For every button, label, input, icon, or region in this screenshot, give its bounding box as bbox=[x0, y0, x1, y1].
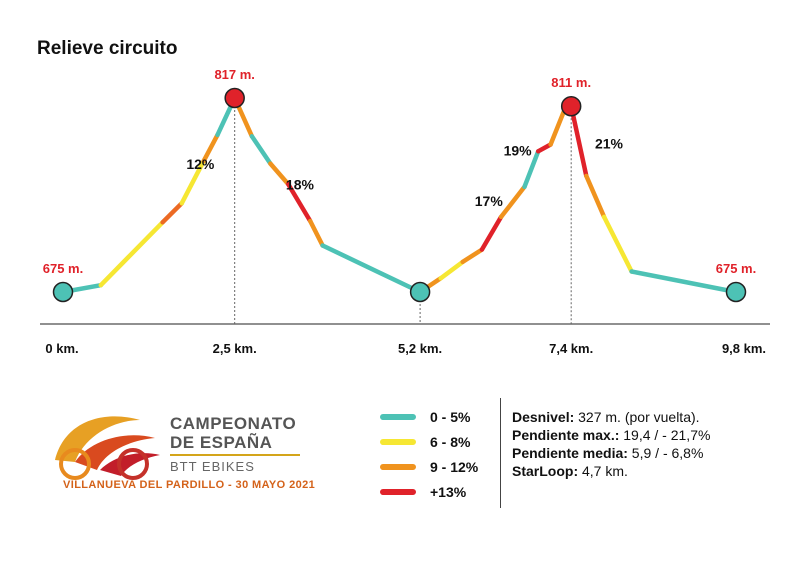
elevation-label: 811 m. bbox=[551, 75, 591, 90]
legend-label: 0 - 5% bbox=[430, 408, 471, 425]
profile-segment bbox=[98, 220, 165, 288]
profile-segment bbox=[268, 161, 291, 187]
logo-text-location-date: VILLANUEVA DEL PARDILLO - 30 MAYO 2021 bbox=[63, 479, 316, 491]
profile-segment bbox=[601, 214, 634, 274]
slope-annotation: 18% bbox=[286, 177, 315, 193]
x-tick-label: 2,5 km. bbox=[213, 341, 257, 356]
legend-label: 6 - 8% bbox=[430, 433, 471, 450]
profile-segment bbox=[535, 142, 553, 154]
legend-item-orange: 9 - 12% bbox=[380, 454, 478, 479]
profile-segment bbox=[498, 184, 527, 220]
logo-text-btt-ebikes: BTT EBIKES bbox=[170, 459, 255, 474]
profile-segment bbox=[438, 259, 465, 281]
stat-value: 5,9 / - 6,8% bbox=[627, 445, 704, 461]
profile-segment bbox=[160, 200, 185, 225]
key-point-marker bbox=[52, 281, 74, 303]
x-tick-label: 5,2 km. bbox=[398, 341, 442, 356]
profile-segment bbox=[201, 132, 220, 164]
legend-item-teal: 0 - 5% bbox=[380, 404, 478, 429]
stat-value: 19,4 / - 21,7% bbox=[619, 427, 711, 443]
stat-value: 4,7 km. bbox=[578, 463, 628, 479]
key-point-markers bbox=[52, 87, 747, 303]
stat-label: Pendiente max.: bbox=[512, 427, 620, 443]
profile-segment bbox=[629, 269, 739, 295]
stat-desnivel: Desnivel: 327 m. (por vuelta). bbox=[512, 408, 710, 426]
chart-labels: 675 m. 817 m. 811 m. 675 m. 12% 18% 17% 19% 21% 0… bbox=[43, 67, 766, 356]
profile-segment bbox=[584, 173, 607, 220]
stat-starloop: StarLoop: 4,7 km. bbox=[512, 462, 710, 480]
logo-rule bbox=[170, 454, 300, 456]
legend-label: +13% bbox=[430, 483, 467, 500]
slope-annotation: 19% bbox=[504, 142, 533, 158]
chart-title: Relieve circuito bbox=[37, 38, 178, 59]
profile-segment bbox=[548, 108, 567, 147]
legend-label: 9 - 12% bbox=[430, 458, 479, 475]
stat-label: StarLoop: bbox=[512, 463, 579, 479]
profile-segment bbox=[568, 103, 589, 179]
stat-value: 327 m. (por vuelta). bbox=[574, 409, 700, 425]
key-point-marker bbox=[224, 87, 245, 109]
legend-item-yellow: 6 - 8% bbox=[380, 429, 478, 454]
slope-annotation: 12% bbox=[186, 156, 215, 172]
profile-segment bbox=[320, 243, 423, 295]
stat-label: Desnivel: bbox=[512, 409, 575, 425]
profile-segment bbox=[460, 247, 485, 265]
profile-segments bbox=[60, 95, 739, 295]
peak-guides bbox=[234, 98, 572, 324]
x-tick-label: 7,4 km. bbox=[549, 341, 593, 356]
stat-pendiente-max: Pendiente max.: 19,4 / - 21,7% bbox=[512, 426, 710, 444]
stats-divider bbox=[500, 398, 501, 508]
key-point-marker bbox=[409, 281, 431, 303]
legend-swatch bbox=[380, 488, 416, 495]
profile-segment bbox=[522, 149, 541, 190]
slope-legend: 0 - 5% 6 - 8% 9 - 12% +13% bbox=[380, 404, 478, 504]
stat-label: Pendiente media: bbox=[512, 445, 628, 461]
elevation-label: 675 m. bbox=[43, 261, 83, 276]
legend-item-red: +13% bbox=[380, 479, 478, 504]
circuit-stats: Desnivel: 327 m. (por vuelta). Pendiente… bbox=[512, 408, 710, 480]
elevation-label: 817 m. bbox=[214, 67, 254, 82]
legend-swatch bbox=[380, 438, 416, 445]
profile-segment bbox=[249, 134, 273, 166]
elevation-label: 675 m. bbox=[716, 261, 756, 276]
key-point-marker bbox=[560, 95, 582, 117]
x-tick-label: 0 km. bbox=[45, 341, 78, 356]
profile-segment bbox=[179, 158, 207, 206]
cyclist-emblem-icon bbox=[55, 416, 160, 480]
slope-annotation: 17% bbox=[475, 193, 504, 209]
logo-text-campeonato: CAMPEONATO bbox=[170, 414, 297, 433]
stat-pendiente-media: Pendiente media: 5,9 / - 6,8% bbox=[512, 444, 710, 462]
x-tick-label: 9,8 km. bbox=[722, 341, 766, 356]
key-point-marker bbox=[725, 281, 747, 303]
logo-text-de-espana: DE ESPAÑA bbox=[170, 433, 273, 452]
profile-segment bbox=[307, 218, 325, 248]
profile-segment bbox=[479, 214, 504, 252]
legend-swatch bbox=[380, 413, 416, 420]
elevation-profile-chart: 675 m. 817 m. 811 m. 675 m. 12% 18% 17% 19% 21% 0… bbox=[40, 67, 770, 356]
slope-annotation: 21% bbox=[595, 136, 624, 152]
profile-segment bbox=[285, 181, 313, 224]
championship-logo: CAMPEONATO DE ESPAÑA BTT EBIKES VILLANUE… bbox=[45, 400, 315, 496]
legend-swatch bbox=[380, 463, 416, 470]
